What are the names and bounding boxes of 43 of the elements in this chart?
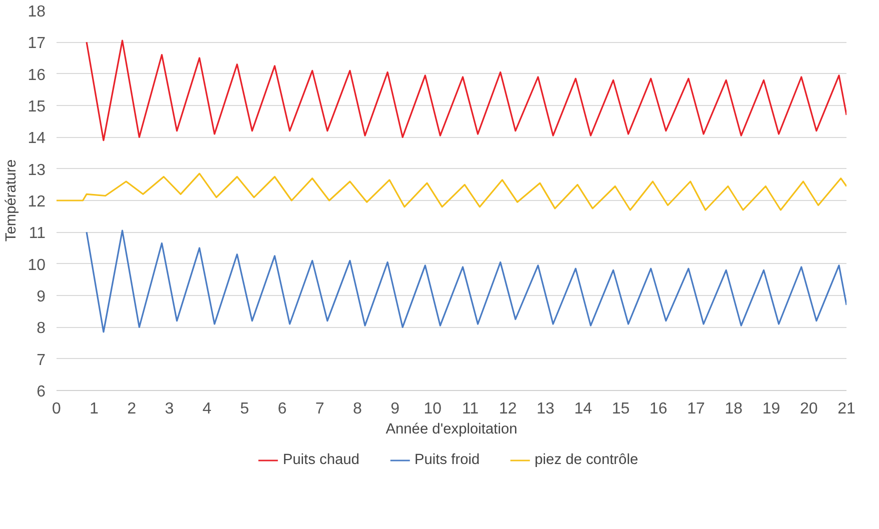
x-tick-label: 16 xyxy=(650,400,668,418)
y-tick-label: 17 xyxy=(28,35,46,52)
x-tick-label: 13 xyxy=(536,400,555,418)
y-tick-label: 13 xyxy=(28,162,46,179)
x-tick-label: 19 xyxy=(762,400,780,418)
legend-label: Puits froid xyxy=(414,452,480,468)
x-tick-label: 0 xyxy=(52,400,62,418)
x-tick-label: 21 xyxy=(838,400,856,418)
x-tick-label: 12 xyxy=(499,400,517,418)
x-tick-label: 20 xyxy=(800,400,818,418)
line-series xyxy=(56,172,846,211)
y-tick-label: 14 xyxy=(28,130,46,148)
x-tick-label: 17 xyxy=(687,400,706,418)
x-tick-label: 4 xyxy=(202,400,212,418)
y-tick-label: 6 xyxy=(36,384,46,400)
y-tick-label: 11 xyxy=(28,225,46,242)
y-axis-title: Température xyxy=(4,159,20,242)
x-tick-label: 7 xyxy=(315,400,324,418)
x-tick-label: 6 xyxy=(278,400,287,418)
x-tick-label: 1 xyxy=(90,400,99,418)
x-tick-label: 2 xyxy=(127,400,136,418)
line-series xyxy=(86,230,846,333)
y-tick-label: 7 xyxy=(36,352,46,369)
legend-label: piez de contrôle xyxy=(534,452,638,468)
y-tick-label: 9 xyxy=(36,288,46,306)
x-tick-label: 11 xyxy=(462,400,479,418)
y-tick-label: 16 xyxy=(28,66,46,84)
y-tick-label: 12 xyxy=(28,194,46,210)
x-tick-label: 10 xyxy=(424,400,442,418)
x-tick-label: 15 xyxy=(612,400,630,418)
x-tick-label: 3 xyxy=(164,400,174,418)
y-tick-label: 8 xyxy=(36,320,46,338)
x-tick-label: 14 xyxy=(574,400,592,418)
y-tick-label: 15 xyxy=(28,98,46,116)
x-tick-label: 5 xyxy=(240,400,250,418)
line-series xyxy=(86,40,846,142)
y-tick-label: 18 xyxy=(28,4,46,20)
y-tick-label: 10 xyxy=(28,256,46,274)
x-tick-label: 8 xyxy=(353,400,362,418)
x-axis-title: Année d'exploitation xyxy=(386,422,518,438)
legend-label: Puits chaud xyxy=(282,452,360,468)
x-tick-label: 9 xyxy=(390,400,400,418)
x-tick-label: 18 xyxy=(724,400,743,418)
